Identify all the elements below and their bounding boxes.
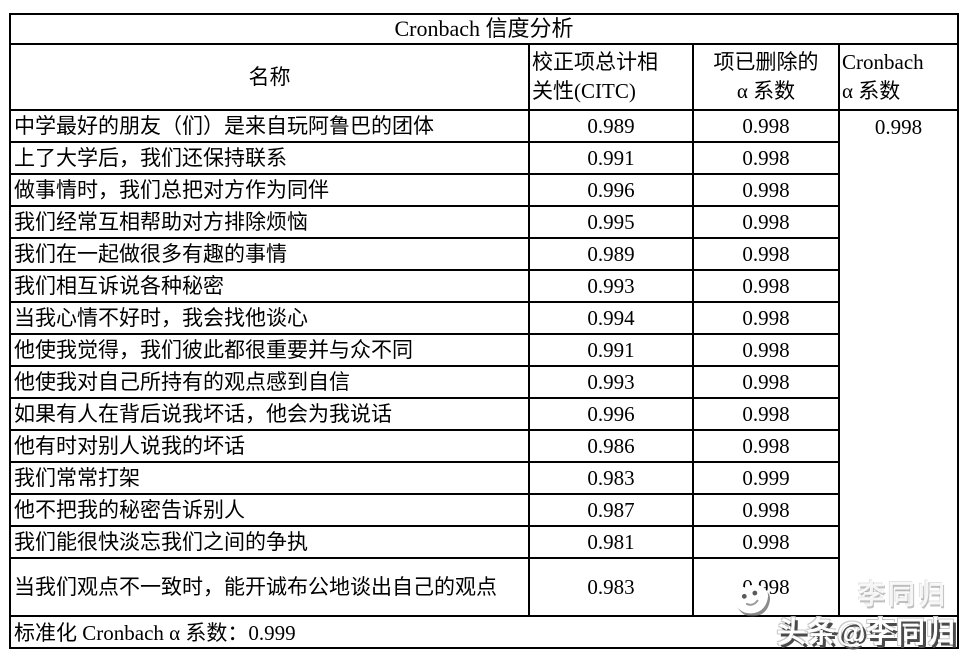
alpha-if-deleted-value: 0.998 [692, 397, 840, 431]
alpha-if-deleted-value: 0.998 [692, 205, 840, 239]
citc-value: 0.993 [528, 365, 694, 399]
citc-value: 0.989 [528, 109, 694, 143]
table-row: 他使我对自己所持有的观点感到自信 0.993 0.998 [9, 365, 958, 399]
table-row: 我们能很快淡忘我们之间的争执 0.981 0.998 [9, 525, 958, 559]
citc-value: 0.987 [528, 493, 694, 527]
column-header-alpha-if-deleted-line2: α 系数 [736, 79, 796, 103]
table-row: 我们经常互相帮助对方排除烦恼 0.995 0.998 [9, 205, 958, 239]
table-row: 当我心情不好时，我会找他谈心 0.994 0.998 [9, 301, 958, 335]
column-header-name: 名称 [9, 43, 530, 111]
table-row: 我们在一起做很多有趣的事情 0.989 0.998 [9, 237, 958, 271]
table-row: 当我们观点不一致时，能开诚布公地谈出自己的观点 0.983 0.998 [9, 557, 958, 617]
column-header-citc-line2: 关性(CITC) [532, 79, 636, 103]
citc-value: 0.983 [528, 557, 694, 617]
table-row: 如果有人在背后说我坏话，他会为我说话 0.996 0.998 [9, 397, 958, 431]
column-header-cronbach-alpha: Cronbach α 系数 [837, 43, 960, 111]
citc-value: 0.983 [528, 461, 694, 495]
cronbach-reliability-table: Cronbach 信度分析 名称 校正项总计相 关性(CITC) 项已删除的 α 系… [8, 13, 960, 649]
citc-value: 0.991 [528, 333, 694, 367]
item-name: 他使我对自己所持有的观点感到自信 [9, 365, 530, 399]
item-name: 如果有人在背后说我坏话，他会为我说话 [9, 397, 530, 431]
item-name: 我们相互诉说各种秘密 [9, 269, 530, 303]
citc-value: 0.996 [528, 397, 694, 431]
item-name: 当我心情不好时，我会找他谈心 [9, 301, 530, 335]
table-row: 我们相互诉说各种秘密 0.993 0.998 [9, 269, 958, 303]
item-name: 当我们观点不一致时，能开诚布公地谈出自己的观点 [9, 557, 530, 617]
item-name: 中学最好的朋友（们）是来自玩阿鲁巴的团体 [9, 109, 530, 143]
table-row: 他不把我的秘密告诉别人 0.987 0.998 [9, 493, 958, 527]
table-row: 他有时对别人说我的坏话 0.986 0.998 [9, 429, 958, 463]
item-name: 我们能很快淡忘我们之间的争执 [9, 525, 530, 559]
item-name: 我们在一起做很多有趣的事情 [9, 237, 530, 271]
citc-value: 0.991 [528, 141, 694, 175]
alpha-if-deleted-value: 0.998 [692, 301, 840, 335]
alpha-if-deleted-value: 0.998 [692, 269, 840, 303]
column-header-citc-line1: 校正项总计相 [532, 50, 658, 74]
alpha-if-deleted-value: 0.998 [692, 109, 840, 143]
alpha-if-deleted-value: 0.998 [692, 237, 840, 271]
item-name: 他不把我的秘密告诉别人 [9, 493, 530, 527]
standardized-alpha-note: 标准化 Cronbach α 系数：0.999 [8, 615, 960, 649]
citc-value: 0.996 [528, 173, 694, 207]
item-name: 做事情时，我们总把对方作为同伴 [9, 173, 530, 207]
item-name: 他使我觉得，我们彼此都很重要并与众不同 [9, 333, 530, 367]
item-name: 上了大学后，我们还保持联系 [9, 141, 530, 175]
citc-value: 0.981 [528, 525, 694, 559]
table-row: 中学最好的朋友（们）是来自玩阿鲁巴的团体 0.989 0.998 0.998 [9, 109, 960, 617]
alpha-if-deleted-value: 0.999 [692, 461, 840, 495]
alpha-if-deleted-value: 0.998 [692, 525, 840, 559]
table-row: 我们常常打架 0.983 0.999 [9, 461, 958, 495]
table-row: 他使我觉得，我们彼此都很重要并与众不同 0.991 0.998 [9, 333, 958, 367]
item-name: 他有时对别人说我的坏话 [9, 429, 530, 463]
alpha-if-deleted-value: 0.998 [692, 493, 840, 527]
column-header-alpha-if-deleted: 项已删除的 α 系数 [692, 43, 840, 111]
citc-value: 0.986 [528, 429, 694, 463]
table-row: 上了大学后，我们还保持联系 0.991 0.998 [9, 141, 958, 175]
table-title-row: Cronbach 信度分析 [8, 13, 960, 45]
alpha-if-deleted-value: 0.998 [692, 141, 840, 175]
column-header-citc: 校正项总计相 关性(CITC) [528, 43, 694, 111]
citc-value: 0.995 [528, 205, 694, 239]
alpha-if-deleted-value: 0.998 [692, 173, 840, 207]
column-header-alpha-if-deleted-line1: 项已删除的 [713, 50, 819, 74]
column-header-cronbach-alpha-line1: Cronbach [842, 50, 924, 74]
citc-value: 0.989 [528, 237, 694, 271]
alpha-if-deleted-value: 0.998 [692, 333, 840, 367]
item-name: 我们经常互相帮助对方排除烦恼 [9, 205, 530, 239]
citc-value: 0.994 [528, 301, 694, 335]
table-header-row: 名称 校正项总计相 关性(CITC) 项已删除的 α 系数 Cronbach α 系数 [9, 43, 960, 111]
table-title: Cronbach 信度分析 [8, 13, 960, 45]
table-row: 做事情时，我们总把对方作为同伴 0.996 0.998 [9, 173, 958, 207]
item-name: 我们常常打架 [9, 461, 530, 495]
column-header-cronbach-alpha-line2: α 系数 [842, 79, 901, 103]
table-footer-row: 标准化 Cronbach α 系数：0.999 [8, 615, 960, 649]
cronbach-alpha-total-cell: 0.998 [837, 109, 960, 617]
alpha-if-deleted-value: 0.998 [692, 429, 840, 463]
alpha-if-deleted-value: 0.998 [692, 557, 840, 617]
alpha-if-deleted-value: 0.998 [692, 365, 840, 399]
citc-value: 0.993 [528, 269, 694, 303]
